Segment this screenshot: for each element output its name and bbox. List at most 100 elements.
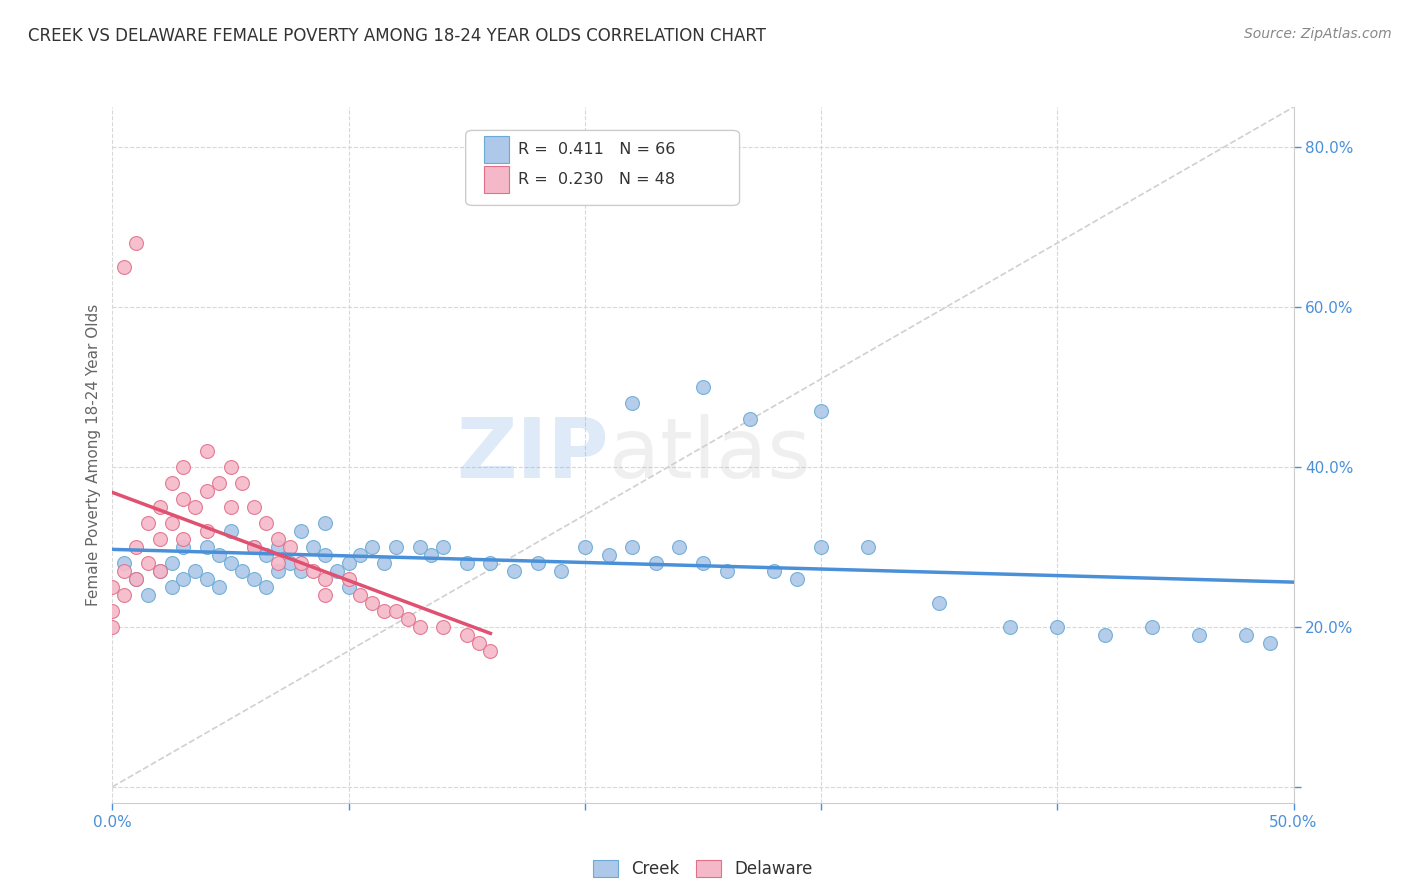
Point	[396, 612, 419, 626]
Point	[112, 260, 135, 274]
Point	[1234, 628, 1257, 642]
Point	[574, 540, 596, 554]
Point	[302, 540, 325, 554]
Point	[195, 572, 218, 586]
Point	[172, 572, 194, 586]
Point	[208, 548, 231, 562]
Point	[526, 556, 548, 570]
Point	[290, 564, 312, 578]
Point	[195, 540, 218, 554]
Point	[692, 556, 714, 570]
Point	[160, 556, 183, 570]
Point	[326, 564, 349, 578]
Point	[621, 396, 644, 410]
Point	[208, 580, 231, 594]
Point	[112, 556, 135, 570]
Point	[385, 604, 408, 618]
Point	[598, 548, 620, 562]
Point	[314, 588, 336, 602]
Point	[644, 556, 666, 570]
Point	[231, 564, 253, 578]
Point	[278, 540, 301, 554]
Point	[337, 572, 360, 586]
Point	[740, 412, 762, 426]
Point	[208, 475, 231, 490]
Point	[479, 556, 502, 570]
Point	[254, 516, 277, 530]
Point	[361, 540, 384, 554]
Legend: Creek, Delaware: Creek, Delaware	[593, 860, 813, 878]
Point	[136, 516, 159, 530]
Point	[337, 580, 360, 594]
Point	[420, 548, 443, 562]
Point	[243, 540, 266, 554]
Point	[503, 564, 526, 578]
Point	[195, 483, 218, 498]
Point	[125, 235, 148, 250]
Point	[1046, 620, 1069, 634]
Point	[184, 500, 207, 514]
Point	[668, 540, 690, 554]
Point	[149, 500, 172, 514]
Point	[267, 564, 290, 578]
Point	[290, 556, 312, 570]
Point	[762, 564, 785, 578]
Text: atlas: atlas	[609, 415, 810, 495]
Point	[184, 564, 207, 578]
Point	[692, 380, 714, 394]
Point	[125, 540, 148, 554]
Point	[172, 540, 194, 554]
Text: ZIP: ZIP	[456, 415, 609, 495]
Point	[195, 444, 218, 458]
Point	[112, 564, 135, 578]
Point	[716, 564, 738, 578]
Point	[149, 564, 172, 578]
Point	[219, 459, 242, 474]
Point	[290, 524, 312, 538]
Point	[349, 588, 371, 602]
Point	[314, 516, 336, 530]
Text: CREEK VS DELAWARE FEMALE POVERTY AMONG 18-24 YEAR OLDS CORRELATION CHART: CREEK VS DELAWARE FEMALE POVERTY AMONG 1…	[28, 27, 766, 45]
Point	[337, 556, 360, 570]
Point	[432, 540, 454, 554]
Point	[361, 596, 384, 610]
Point	[998, 620, 1021, 634]
Point	[125, 572, 148, 586]
Y-axis label: Female Poverty Among 18-24 Year Olds: Female Poverty Among 18-24 Year Olds	[86, 304, 101, 606]
Point	[101, 620, 124, 634]
Point	[219, 500, 242, 514]
Point	[810, 404, 832, 418]
Point	[621, 540, 644, 554]
Point	[149, 532, 172, 546]
Point	[112, 588, 135, 602]
Point	[858, 540, 880, 554]
Point	[1094, 628, 1116, 642]
Point	[349, 548, 371, 562]
Text: R =  0.411   N = 66: R = 0.411 N = 66	[517, 142, 675, 157]
Point	[136, 588, 159, 602]
Point	[373, 556, 395, 570]
Point	[149, 564, 172, 578]
Point	[1140, 620, 1163, 634]
Point	[160, 475, 183, 490]
Point	[243, 500, 266, 514]
Point	[928, 596, 950, 610]
Point	[172, 532, 194, 546]
Point	[160, 516, 183, 530]
Point	[172, 459, 194, 474]
Point	[254, 548, 277, 562]
Point	[136, 556, 159, 570]
Point	[125, 572, 148, 586]
Point	[432, 620, 454, 634]
Point	[479, 644, 502, 658]
Point	[243, 572, 266, 586]
Point	[1258, 636, 1281, 650]
Point	[267, 540, 290, 554]
Point	[195, 524, 218, 538]
Point	[314, 548, 336, 562]
Point	[267, 532, 290, 546]
Point	[267, 556, 290, 570]
Point	[456, 628, 478, 642]
Point	[101, 604, 124, 618]
Point	[160, 580, 183, 594]
